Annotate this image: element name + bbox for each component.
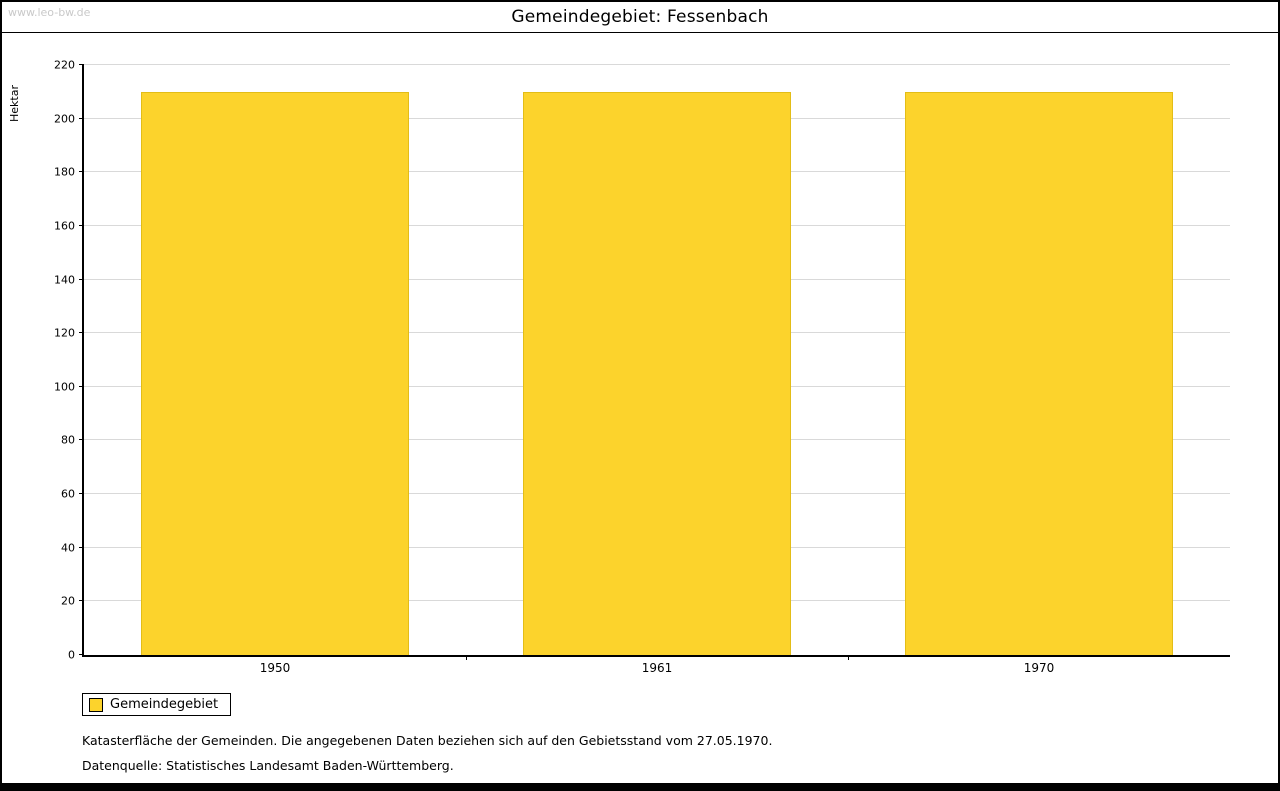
caption-line-2: Datenquelle: Statistisches Landesamt Bad…	[82, 758, 454, 773]
y-tick-label: 160	[54, 219, 75, 233]
captions: Katasterfläche der Gemeinden. Die angege…	[82, 733, 1278, 773]
y-tick-mark	[79, 332, 84, 334]
y-tick-label: 20	[61, 594, 75, 608]
category-slot: 1970	[848, 65, 1230, 675]
legend-label: Gemeindegebiet	[110, 697, 219, 712]
legend: Gemeindegebiet	[82, 693, 232, 716]
y-tick-mark	[79, 278, 84, 280]
category-slot: 1950	[84, 65, 466, 675]
y-tick-mark	[79, 64, 84, 65]
y-tick-mark	[79, 224, 84, 226]
y-tick-mark	[79, 493, 84, 495]
y-tick-label: 180	[54, 165, 75, 179]
category-slot: 1961	[466, 65, 848, 675]
y-tick-mark	[79, 600, 84, 602]
y-tick-mark	[79, 385, 84, 387]
x-tick-label: 1961	[641, 661, 673, 675]
y-tick-mark	[79, 654, 84, 655]
y-tick-label: 220	[54, 58, 75, 72]
legend-swatch-icon	[89, 697, 103, 712]
y-axis-title: Hektar	[8, 85, 21, 122]
x-tick-label: 1970	[1023, 661, 1055, 675]
plot-area: 0 20 40 60 80 100 120 140 160 180 200 220 1950 1961 19…	[54, 59, 1230, 675]
gridline	[84, 64, 1230, 65]
caption-line-1: Katasterfläche der Gemeinden. Die angege…	[82, 733, 773, 748]
y-tick-mark	[79, 171, 84, 173]
header: www.leo-bw.de Gemeindegebiet: Fessenbach	[2, 2, 1278, 33]
y-tick-label: 100	[54, 380, 75, 394]
y-tick-label: 200	[54, 112, 75, 126]
x-tick-mark	[848, 655, 849, 660]
bar-1950	[141, 91, 409, 655]
x-tick-mark	[466, 655, 467, 660]
y-tick-label: 0	[68, 648, 75, 662]
y-tick-label: 140	[54, 273, 75, 287]
y-tick-mark	[79, 546, 84, 548]
y-tick-mark	[79, 117, 84, 119]
watermark: www.leo-bw.de	[8, 6, 91, 19]
y-tick-label: 40	[61, 541, 75, 555]
page-title: Gemeindegebiet: Fessenbach	[511, 7, 769, 27]
x-tick-label: 1950	[259, 661, 291, 675]
bar-1961	[523, 91, 791, 655]
chart-container: Hektar 0 20 40 60 80 100 120 140 160 180 200 220 195…	[2, 33, 1278, 681]
y-tick-mark	[79, 439, 84, 441]
y-tick-label: 60	[61, 487, 75, 501]
y-tick-label: 80	[61, 433, 75, 447]
y-tick-label: 120	[54, 326, 75, 340]
bar-1970	[905, 91, 1173, 655]
